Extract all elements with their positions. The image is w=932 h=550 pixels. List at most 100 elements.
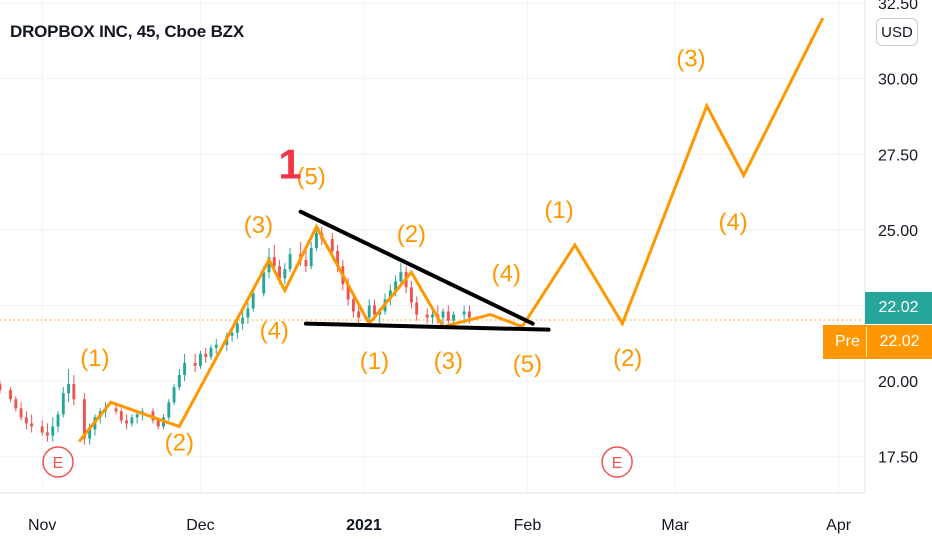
candle-body xyxy=(46,432,49,436)
candle-body xyxy=(330,238,334,252)
x-tick-label: Mar xyxy=(661,517,689,534)
candle-body xyxy=(267,257,271,273)
candle-body xyxy=(315,232,318,249)
candle-body xyxy=(9,390,12,400)
candle-body xyxy=(230,332,234,336)
candle-body xyxy=(394,281,398,291)
wave-label: (4) xyxy=(492,260,521,287)
wave-label: (1) xyxy=(544,197,573,224)
candle-body xyxy=(246,308,250,318)
wave-label: (2) xyxy=(397,221,426,248)
time-axis[interactable]: Nov Dec 2021 Feb Mar Apr xyxy=(0,492,932,550)
candle-body xyxy=(214,344,218,348)
candle-body xyxy=(125,420,129,424)
candle-body xyxy=(167,402,171,418)
wave-label: (2) xyxy=(165,430,194,457)
pre-market-label: Pre xyxy=(835,333,860,350)
candle-body xyxy=(88,429,92,439)
trend-lines xyxy=(298,209,551,332)
candle-body xyxy=(441,311,445,318)
candle-body xyxy=(198,353,202,366)
candle-body xyxy=(14,399,18,409)
y-tick-label: 20.00 xyxy=(878,374,918,391)
candle-body xyxy=(204,353,208,357)
candle-body xyxy=(177,375,181,388)
candle-body xyxy=(72,384,76,400)
candle-body xyxy=(51,426,55,436)
chart-grid xyxy=(0,0,865,493)
candle-body xyxy=(114,408,118,412)
earnings-marker[interactable] xyxy=(42,446,74,478)
wave-label: (5) xyxy=(297,163,326,190)
wave-label: (1) xyxy=(360,348,389,375)
candle-body xyxy=(272,257,276,267)
y-tick-label: 17.50 xyxy=(878,450,918,467)
y-tick-label: 27.50 xyxy=(878,147,918,164)
candle-body xyxy=(19,408,23,418)
x-tick-label: Apr xyxy=(826,517,852,534)
candle-body xyxy=(235,323,239,333)
candle-body xyxy=(193,362,197,366)
wave-label: (4) xyxy=(718,209,747,236)
wave-label: (3) xyxy=(676,46,705,73)
symbol-title[interactable]: DROPBOX INC, 45, Cboe BZX xyxy=(10,22,244,41)
candle-body xyxy=(262,272,266,294)
candle-body xyxy=(415,302,419,315)
tag-divider xyxy=(866,327,867,357)
candle-body xyxy=(357,311,361,318)
x-tick-label: Nov xyxy=(28,517,56,534)
candle-body xyxy=(30,423,34,427)
wave-label: (2) xyxy=(613,345,642,372)
wave-labels: (1) (2) (3) (4) (5) (1) (2) (3) (4) (5) (1) (2) (3) (… xyxy=(80,46,748,457)
candle-body xyxy=(388,290,392,300)
trend-line-upper xyxy=(298,209,535,326)
last-price-tag: 22.02 xyxy=(865,292,932,324)
pre-market-price: 22.02 xyxy=(879,333,920,350)
candle-body xyxy=(367,305,371,318)
candle-body xyxy=(40,426,44,433)
candle-body xyxy=(351,299,355,312)
candle-body xyxy=(209,347,213,357)
candle-body xyxy=(61,393,65,415)
y-tick-label: 25.00 xyxy=(878,223,918,240)
wave-label: (4) xyxy=(260,318,289,345)
trend-line-lower xyxy=(303,321,551,332)
candle-body xyxy=(336,251,340,267)
x-tick-label: 2021 xyxy=(346,517,382,534)
candle-body xyxy=(462,311,466,315)
candle-body xyxy=(156,420,160,427)
candle-body xyxy=(283,269,287,279)
candle-body xyxy=(467,311,471,318)
candle-body xyxy=(56,414,60,427)
candle-body xyxy=(399,272,403,282)
wave-path-series xyxy=(77,17,825,443)
wave-marker-1: 1 xyxy=(278,140,301,187)
candle-body xyxy=(425,314,429,318)
time-axis-bg xyxy=(0,493,932,550)
candle-body xyxy=(82,399,86,439)
candle-body xyxy=(119,411,123,421)
candle-body xyxy=(130,417,134,424)
x-tick-label: Feb xyxy=(514,517,542,534)
candle-body xyxy=(241,317,245,324)
y-tick-label: 32.50 xyxy=(878,0,918,13)
wave-label: (5) xyxy=(513,351,542,378)
price-axis-bg xyxy=(865,0,932,550)
earnings-marker[interactable] xyxy=(601,446,633,478)
candle-body xyxy=(431,314,434,318)
wave-label: (3) xyxy=(244,212,273,239)
earnings-marker-label: E xyxy=(612,455,623,472)
candle-body xyxy=(135,414,139,418)
candle-body xyxy=(172,387,176,403)
currency-button[interactable]: USD xyxy=(876,18,918,46)
candle-body xyxy=(373,305,376,315)
candle-body xyxy=(251,293,255,309)
candle-body xyxy=(24,417,28,424)
wave-label: (1) xyxy=(80,345,109,372)
candle-body xyxy=(0,384,2,391)
candle-body xyxy=(288,254,292,270)
candle-body xyxy=(346,284,350,300)
